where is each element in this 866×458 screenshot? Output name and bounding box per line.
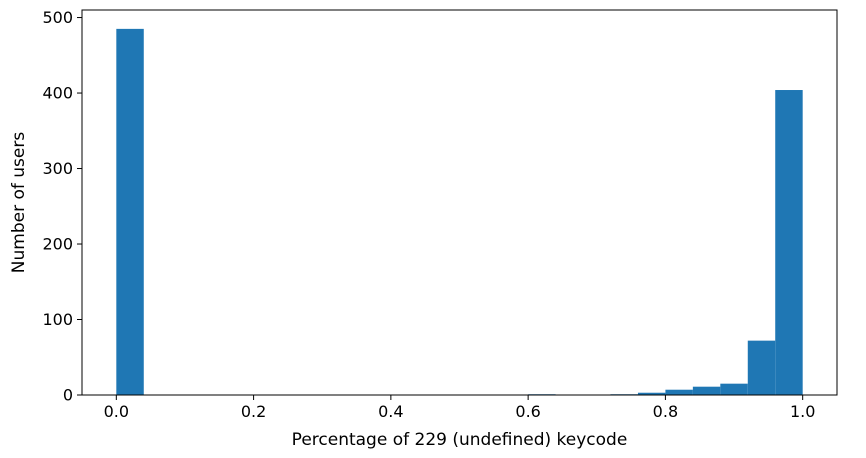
histogram-bar xyxy=(720,383,748,395)
x-tick-label: 0.4 xyxy=(378,402,403,421)
x-tick-label: 0.0 xyxy=(104,402,129,421)
y-tick-label: 500 xyxy=(42,8,73,27)
y-tick-label: 400 xyxy=(42,84,73,103)
bars-group xyxy=(116,28,803,396)
histogram-bar xyxy=(637,392,666,395)
x-tick-label: 1.0 xyxy=(790,402,815,421)
y-tick-label: 200 xyxy=(42,235,73,254)
histogram-bar xyxy=(116,28,144,395)
y-axis-label: Number of users xyxy=(9,132,29,274)
y-axis-ticks: 0 100 200 300 400 500 xyxy=(42,8,82,405)
histogram-bar xyxy=(665,389,693,395)
x-tick-label: 0.8 xyxy=(653,402,678,421)
histogram-bar xyxy=(747,340,776,395)
y-tick-label: 100 xyxy=(42,310,73,329)
plot-frame xyxy=(81,9,838,396)
x-tick-label: 0.2 xyxy=(241,402,266,421)
x-axis-label: Percentage of 229 (undefined) keycode xyxy=(292,430,628,450)
x-axis-ticks: 0.0 0.2 0.4 0.6 0.8 1.0 xyxy=(104,395,815,421)
y-tick-label: 300 xyxy=(42,159,73,178)
y-tick-label: 0 xyxy=(63,386,73,405)
histogram-bar xyxy=(775,90,803,396)
histogram-bar xyxy=(692,386,721,395)
x-tick-label: 0.6 xyxy=(515,402,540,421)
